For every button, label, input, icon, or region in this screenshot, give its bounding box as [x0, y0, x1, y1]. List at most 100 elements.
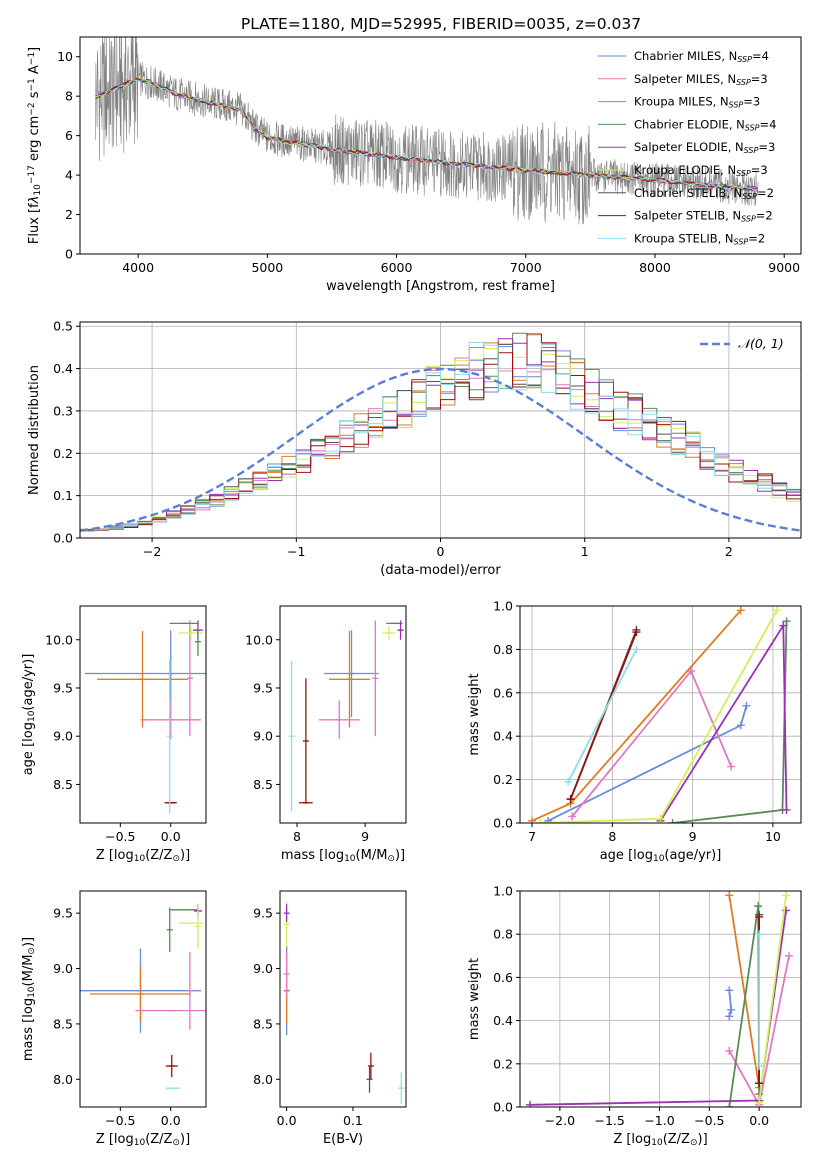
label-part: (M/M — [356, 848, 388, 863]
y-tick-label: 9.0 — [53, 729, 73, 744]
series-marker — [782, 891, 791, 900]
y-tick-label: 10.0 — [245, 632, 273, 647]
legend-sub: SSP — [734, 237, 749, 246]
x-tick-label: 6000 — [381, 260, 413, 275]
y-tick-label: 10.0 — [45, 632, 73, 647]
series-marker — [528, 816, 537, 823]
histogram-panel: −2 −1 0 1 2 0.0 0.1 0.2 0.3 0.4 0.5 𝒩(0, 1) (data-mo… — [27, 319, 802, 578]
axes-frame — [519, 890, 802, 1108]
series-marker — [742, 701, 751, 710]
legend-text: Kroupa STELIB, N — [634, 231, 734, 245]
spectrum-panel: 4000 5000 6000 7000 8000 9000 0 2 4 6 8 10 wavelengt… — [27, 36, 802, 294]
legend-text: Chabrier STELIB, N — [634, 186, 742, 200]
series-marker — [755, 1098, 764, 1107]
x-tick-label: −0.5 — [105, 829, 135, 844]
spectrum-line — [95, 37, 759, 225]
label-part: ] — [27, 47, 42, 52]
legend-entry: Chabrier ELODIE, NSSP=4 — [634, 117, 776, 132]
series-marker — [725, 1012, 734, 1021]
y-tick-label: 9.5 — [253, 680, 273, 695]
mass-vs-ebv-panel: 0.0 0.1 8.0 8.5 9.0 9.5 E(B-V) — [253, 890, 407, 1147]
legend-text: Kroupa MILES, N — [634, 95, 729, 109]
histogram-step — [80, 357, 801, 531]
y-tick-label: 0.4 — [493, 729, 513, 744]
x-axis-label: (data-model)/error — [380, 563, 501, 578]
legend-sub: SSP — [745, 123, 760, 132]
x-tick-label: 8 — [608, 829, 616, 844]
axes-frame — [79, 36, 802, 255]
legend-sub: SSP — [744, 146, 759, 155]
label-part: λ — [27, 196, 42, 205]
plot-area — [95, 37, 759, 225]
y-axis-label: mass weight — [467, 673, 482, 755]
series-marker — [632, 628, 641, 637]
y-tick-label: 0.2 — [493, 1056, 513, 1071]
series-marker — [772, 606, 781, 615]
series-line — [659, 622, 788, 822]
series-marker — [736, 606, 745, 615]
plot-area — [80, 332, 801, 532]
label-part: )] — [395, 848, 405, 863]
label-part: (Z/Z — [145, 848, 172, 863]
series-marker — [782, 805, 791, 814]
y-axis-label: mass weight — [467, 958, 482, 1040]
series-line — [672, 621, 788, 823]
y-tick-label: 6 — [65, 128, 73, 143]
legend-entry: Chabrier MILES, NSSP=4 — [634, 49, 769, 64]
series-marker — [727, 762, 736, 771]
y-tick-label: 8.0 — [253, 1072, 273, 1087]
axes-frame — [519, 605, 802, 824]
label-part: −1 — [27, 78, 37, 91]
legend-tail: =3 — [758, 140, 775, 154]
series-marker — [725, 1103, 734, 1107]
y-tick-label: 4 — [65, 168, 73, 183]
plot-area — [528, 606, 791, 823]
y-tick-label: 0.0 — [53, 531, 73, 546]
y-axis-label: Normed distribution — [27, 365, 42, 495]
series-marker — [725, 986, 734, 995]
series-line — [529, 910, 787, 1106]
legend-entry: Salpeter MILES, NSSP=3 — [634, 72, 768, 87]
plot-area — [525, 891, 794, 1107]
label-part: −2 — [27, 102, 37, 115]
y-tick-label: 0 — [65, 247, 73, 262]
label-part: ⊙ — [27, 947, 37, 955]
legend-entry: Kroupa MILES, NSSP=3 — [634, 95, 760, 110]
x-axis-label: Z [log10(Z/Z⊙)] — [613, 1132, 707, 1148]
model-line — [95, 77, 758, 192]
y-tick-label: 0.6 — [493, 685, 513, 700]
histogram-step — [80, 343, 801, 531]
x-tick-label: 10 — [765, 829, 781, 844]
age-vs-mass-panel: 8 9 8.5 9.0 9.5 10.0 mass [log10(M/M⊙)] — [245, 605, 407, 864]
series-marker — [632, 645, 641, 654]
normal-curve — [80, 367, 801, 532]
legend-text: Salpeter MILES, N — [634, 72, 736, 86]
model-line — [95, 78, 758, 191]
y-tick-label: 8.5 — [253, 1016, 273, 1031]
mass-vs-z-panel: −0.5 0.08.08.59.09.5Z [log10(Z/Z⊙)]mass [… — [21, 890, 207, 1148]
label-part: age [log — [600, 848, 653, 863]
y-tick-label: 9.0 — [253, 961, 273, 976]
x-axis-label: E(B-V) — [323, 1132, 363, 1147]
series-marker — [725, 891, 734, 900]
legend-entry: Kroupa ELODIE, NSSP=3 — [634, 163, 768, 178]
label-part: mass [log — [21, 998, 36, 1061]
series-marker — [755, 1079, 764, 1088]
axes-frame — [79, 605, 207, 824]
label-part: mass [log — [281, 848, 344, 863]
x-tick-label: −2 — [143, 544, 161, 559]
legend-tail: =3 — [743, 95, 760, 109]
label-part: ⊙ — [387, 854, 395, 864]
x-axis-label: Z [log10(Z/Z⊙)] — [96, 1132, 190, 1148]
series-marker — [656, 814, 665, 823]
x-axis-label: wavelength [Angstrom, rest frame] — [326, 279, 555, 294]
x-axis-label: age [log10(age/yr)] — [600, 848, 722, 864]
legend-entry: 𝒩(0, 1) — [738, 336, 784, 351]
label-part: ⊙ — [172, 1138, 180, 1148]
label-part: (age/yr)] — [664, 848, 721, 863]
label-part: 10 — [27, 986, 37, 998]
series-marker — [727, 1005, 736, 1014]
label-part: 10 — [651, 1138, 663, 1148]
label-part: 10 — [344, 854, 356, 864]
x-tick-label: −0.5 — [694, 1113, 724, 1128]
